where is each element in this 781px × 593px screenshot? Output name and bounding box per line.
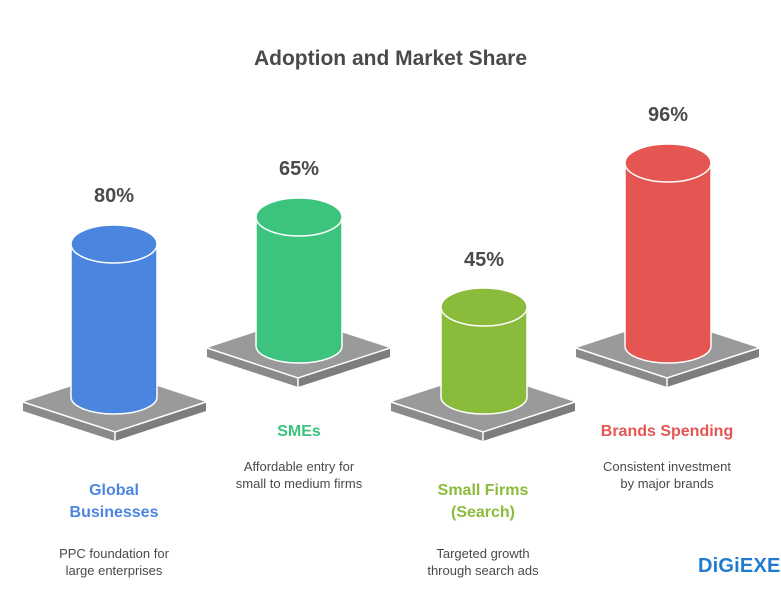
category-line-1: SMEs [277, 423, 321, 440]
description-line-1: Affordable entry for [243, 459, 355, 474]
description-line-2: through search ads [427, 563, 539, 578]
value-label-global-businesses: 80% [93, 185, 135, 207]
description-line-2: small to medium firms [235, 476, 363, 491]
description-line-2: by major brands [620, 476, 714, 491]
description-line-1: Consistent investment [603, 459, 731, 474]
cylinder-global-businesses [70, 224, 158, 415]
category-label-brands-spending: Brands Spending [567, 421, 767, 443]
description-brands-spending: Consistent investment by major brands [567, 458, 767, 492]
category-line-1: Global [89, 482, 139, 499]
value-label-smes: 65% [278, 158, 320, 180]
description-global-businesses: PPC foundation for large enterprises [14, 545, 214, 579]
value-label-brands-spending: 96% [647, 104, 689, 126]
value-label-small-firms: 45% [463, 249, 505, 271]
description-smes: Affordable entry for small to medium fir… [199, 458, 399, 492]
category-line-1: Brands Spending [600, 423, 734, 440]
cylinder-small-firms [440, 287, 528, 415]
brand-logo: DiGiEXE [698, 555, 781, 577]
category-line-2: Businesses [69, 504, 159, 521]
category-label-smes: SMEs [199, 421, 399, 443]
category-line-2: (Search) [450, 504, 516, 521]
description-line-1: PPC foundation for [59, 546, 169, 561]
description-small-firms: Targeted growth through search ads [383, 545, 583, 579]
category-line-1: Small Firms [437, 482, 529, 499]
category-label-global-businesses: Global Businesses [14, 480, 214, 524]
chart-title: Adoption and Market Share [253, 47, 528, 70]
cylinder-smes [255, 197, 343, 364]
cylinder-brands-spending [624, 143, 712, 364]
description-line-1: Targeted growth [436, 546, 530, 561]
description-line-2: large enterprises [65, 563, 163, 578]
category-label-small-firms: Small Firms (Search) [383, 480, 583, 524]
